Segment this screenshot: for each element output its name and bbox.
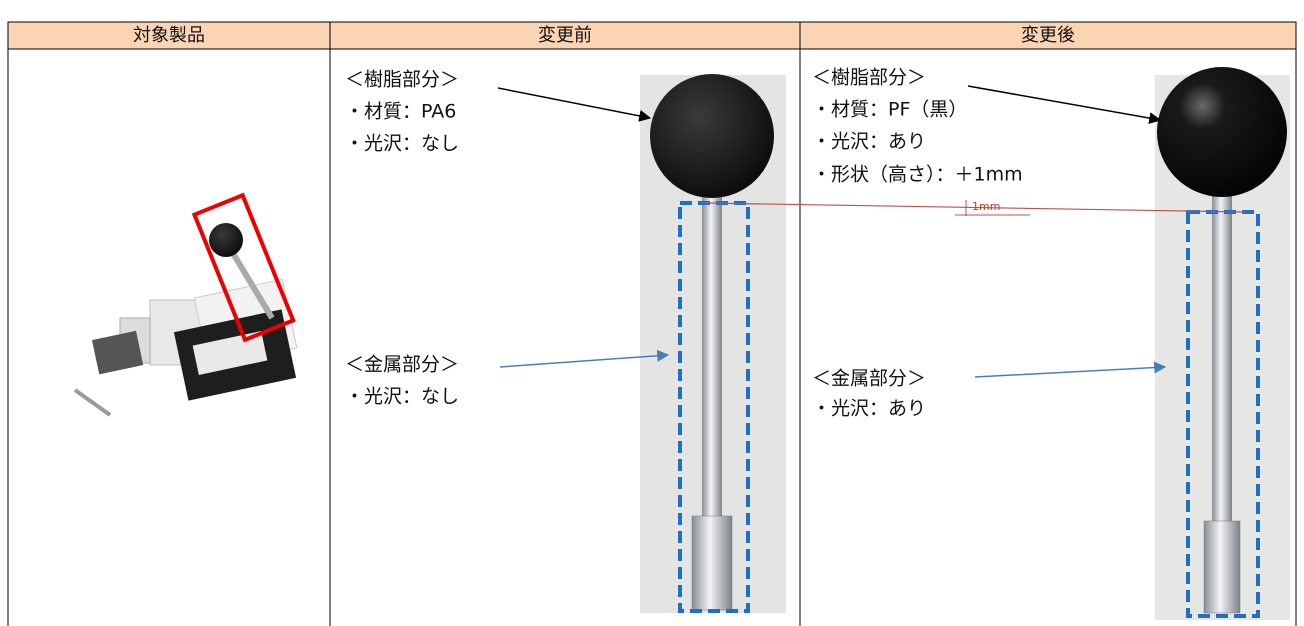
label-line: ・材質：PA6 — [345, 101, 456, 123]
label-line: ・形状（高さ）：＋1mm — [812, 164, 1023, 186]
header-cell: 変更後 — [1021, 25, 1075, 46]
label-title: ＜金属部分＞ — [812, 368, 926, 390]
arrow — [497, 87, 652, 122]
label-line: ・材質：PF（黒） — [812, 99, 967, 121]
label-line: ・光沢：あり — [812, 131, 926, 153]
after-photo — [1155, 67, 1290, 620]
arrow — [499, 349, 670, 368]
label-line: ・光沢：なし — [345, 133, 459, 155]
label-title: ＜樹脂部分＞ — [345, 69, 459, 91]
arrow — [974, 361, 1167, 378]
label-line: ・光沢：あり — [812, 398, 926, 420]
label-line: ・光沢：なし — [345, 386, 459, 408]
arrow — [967, 85, 1162, 125]
header-cell: 対象製品 — [133, 25, 205, 46]
dimension-label: 1mm — [972, 200, 1000, 213]
product-image — [73, 192, 298, 417]
before-photo — [640, 74, 786, 613]
table-grid — [7, 22, 1297, 626]
dimension-line — [704, 202, 1246, 213]
label-title: ＜金属部分＞ — [345, 354, 459, 376]
header-row — [7, 21, 1297, 50]
label-title: ＜樹脂部分＞ — [812, 67, 926, 89]
header-cell: 変更前 — [538, 25, 592, 46]
